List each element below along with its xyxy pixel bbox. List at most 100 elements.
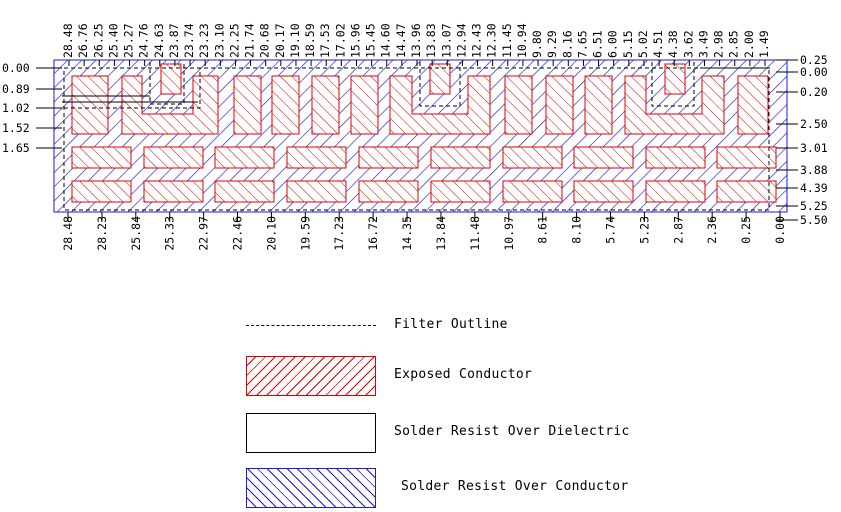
dimension-label: 4.39: [800, 181, 828, 195]
dimension-label: 3.49: [696, 30, 710, 58]
dimension-label: 13.07: [439, 23, 453, 58]
resonator-finger: [71, 75, 109, 135]
dimension-label: 16.72: [366, 216, 380, 251]
resonator-finger: [271, 75, 300, 135]
resonator-finger: [389, 75, 491, 135]
dimension-label: 3.88: [800, 163, 828, 177]
resonator-finger: [737, 75, 769, 135]
coupling-pad: [358, 146, 419, 169]
dimension-label: 25.27: [122, 23, 136, 58]
dimension-label: 2.98: [712, 30, 726, 58]
coupling-pad: [645, 146, 706, 169]
dimension-label: 13.83: [424, 23, 438, 58]
dimension-label: 5.74: [603, 216, 617, 244]
dimension-label: 1.65: [2, 141, 30, 155]
dimension-label: 25.33: [163, 216, 177, 251]
resonator-row: [71, 63, 769, 135]
dimension-label: 5.50: [800, 213, 828, 227]
resonator-tab: [429, 63, 451, 95]
coupling-pad: [214, 146, 275, 169]
left-dimension-labels: 0.00 0.89 1.02 1.52 1.65: [2, 61, 62, 155]
dimension-label: 10.94: [515, 23, 529, 58]
dimension-label: 9.29: [545, 30, 559, 58]
dimension-label: 5.02: [636, 30, 650, 58]
dimension-label: 17.02: [333, 23, 347, 58]
legend-label: Solder Resist Over Conductor: [401, 479, 629, 494]
dimension-label: 17.53: [318, 23, 332, 58]
red-hatch-swatch: [246, 356, 376, 396]
dimension-label: 1.52: [2, 121, 30, 135]
dimension-label: 12.30: [485, 23, 499, 58]
dimension-leaders: [62, 67, 770, 103]
outline-border: [63, 67, 770, 211]
resonator-finger: [233, 75, 262, 135]
dimension-label: 4.38: [666, 30, 680, 58]
dimension-label: 1.02: [2, 101, 30, 115]
dimension-label: 22.46: [231, 216, 245, 251]
dimension-label: 26.25: [91, 23, 105, 58]
outline-segment: [419, 62, 461, 107]
resonator-finger: [545, 75, 574, 135]
dimension-label: 8.61: [536, 216, 550, 244]
dimension-label: 5.23: [637, 216, 651, 244]
ground-pad: [573, 180, 634, 203]
ground-pad: [71, 180, 132, 203]
ground-pad: [430, 180, 491, 203]
legend-label: Solder Resist Over Dielectric: [394, 424, 630, 439]
resonator-finger: [584, 75, 613, 135]
dimension-label: 14.47: [394, 23, 408, 58]
ground-pad: [502, 180, 563, 203]
dimension-label: 20.68: [258, 23, 272, 58]
dimension-label: 0.25: [739, 216, 753, 244]
dimension-label: 17.23: [332, 216, 346, 251]
dimension-label: 13.84: [434, 216, 448, 251]
ground-pad: [645, 180, 706, 203]
dimension-label: 0.25: [800, 53, 828, 67]
dimension-label: 7.65: [575, 30, 589, 58]
dimension-label: 21.74: [243, 23, 257, 58]
dimension-label: 12.94: [454, 23, 468, 58]
dimension-label: 0.20: [800, 85, 828, 99]
top-dimension-labels: 28.48 26.76 26.25 25.40 25.27 24.76 24.63 23.87…: [61, 23, 771, 66]
dimension-label: 4.51: [651, 30, 665, 58]
dimension-label: 23.87: [167, 23, 181, 58]
legend-label: Exposed Conductor: [394, 367, 533, 382]
dimension-label: 11.45: [500, 23, 514, 58]
dimension-label: 0.89: [2, 82, 30, 96]
dimension-label: 2.00: [742, 30, 756, 58]
legend-label: Filter Outline: [394, 317, 508, 332]
dimension-label: 12.43: [470, 23, 484, 58]
blue-hatch-swatch: [246, 468, 376, 508]
legend-solder-resist-over-conductor: Solder Resist Over Conductor: [246, 468, 706, 512]
ground-pad: [143, 180, 204, 203]
dimension-label: 6.00: [606, 30, 620, 58]
dimension-label: 0.00: [2, 61, 30, 75]
dimension-label: 13.96: [409, 23, 423, 58]
dimension-label: 25.40: [106, 23, 120, 58]
bottom-dimension-labels: 28.48 28.23 25.84 25.33 22.97 22.46 20.10 19.59…: [61, 212, 787, 251]
resonator-tab: [664, 63, 686, 95]
dimension-label: 26.76: [76, 23, 90, 58]
legend-solder-resist-over-dielectric: Solder Resist Over Dielectric: [246, 413, 706, 457]
dimension-label: 2.36: [705, 216, 719, 244]
dimension-label: 22.97: [197, 216, 211, 251]
dimension-label: 23.74: [182, 23, 196, 58]
dimension-label: 23.23: [197, 23, 211, 58]
resonator-finger: [624, 75, 725, 135]
outline-segment: [651, 62, 695, 107]
dimension-label: 3.01: [800, 141, 828, 155]
dimension-label: 25.84: [129, 216, 143, 251]
resonator-finger: [350, 75, 379, 135]
dimension-label: 0.00: [800, 65, 828, 79]
dimension-label: 9.80: [530, 30, 544, 58]
coupling-pad: [430, 146, 491, 169]
ground-pad: [716, 180, 777, 203]
white-swatch: [246, 413, 376, 453]
filter-outline: [63, 62, 770, 211]
dimension-label: 14.35: [400, 216, 414, 251]
resonator-tab: [160, 63, 182, 95]
dimension-label: 5.15: [621, 30, 635, 58]
outline-segment: [149, 62, 185, 105]
dimension-label: 28.23: [95, 216, 109, 251]
dimension-label: 18.59: [303, 23, 317, 58]
